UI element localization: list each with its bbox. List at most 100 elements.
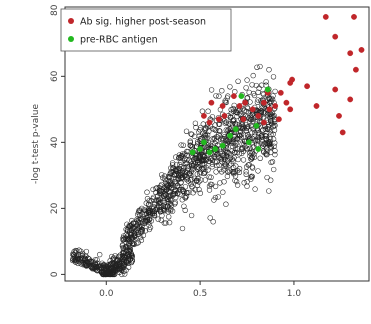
point-background xyxy=(272,88,278,95)
point-pre-rbc xyxy=(219,142,226,149)
legend: Ab sig. higher post-season pre-RBC antig… xyxy=(60,8,232,52)
point-background xyxy=(142,228,149,234)
point-background xyxy=(268,159,274,166)
point-background xyxy=(108,261,114,268)
point-background xyxy=(165,196,171,203)
point-background xyxy=(135,211,141,218)
point-background xyxy=(90,259,96,265)
point-background xyxy=(205,167,211,173)
point-background xyxy=(138,237,145,243)
point-background xyxy=(144,214,150,221)
point-background xyxy=(244,94,251,101)
point-background xyxy=(271,127,278,133)
point-background xyxy=(201,170,207,177)
point-background xyxy=(210,126,216,132)
point-background xyxy=(217,180,223,186)
point-background xyxy=(249,154,255,160)
point-ab-sig xyxy=(358,47,365,53)
point-background xyxy=(122,250,129,256)
point-pre-rbc xyxy=(264,86,271,93)
point-background xyxy=(120,237,126,243)
point-background xyxy=(255,89,261,95)
point-background xyxy=(257,63,263,70)
point-background xyxy=(182,207,188,213)
point-background xyxy=(219,135,226,142)
point-pre-rbc xyxy=(238,93,245,100)
point-ab-sig xyxy=(215,116,222,123)
point-background xyxy=(148,197,155,204)
point-background xyxy=(229,148,235,154)
point-background xyxy=(161,220,167,226)
point-background xyxy=(252,132,258,138)
point-background xyxy=(167,181,174,188)
point-background xyxy=(179,170,186,177)
point-background xyxy=(261,110,268,116)
point-background xyxy=(134,222,140,228)
point-background xyxy=(202,177,208,183)
point-background xyxy=(244,183,250,189)
point-background xyxy=(240,148,247,155)
point-background xyxy=(250,126,256,132)
point-background xyxy=(174,190,181,196)
point-ab-sig xyxy=(260,99,267,106)
point-background xyxy=(132,232,138,238)
point-background xyxy=(167,208,174,214)
point-background xyxy=(253,82,259,89)
point-background xyxy=(206,174,212,180)
point-background xyxy=(197,169,203,175)
point-background xyxy=(230,144,236,150)
point-background xyxy=(150,196,156,202)
point-background xyxy=(221,154,228,160)
point-background xyxy=(149,209,156,215)
point-background xyxy=(169,162,176,168)
plot-frame xyxy=(64,6,370,282)
point-background xyxy=(215,194,221,200)
point-background xyxy=(226,168,233,174)
point-background xyxy=(232,169,238,175)
point-background xyxy=(180,142,186,148)
background-points xyxy=(69,63,278,278)
point-background xyxy=(207,215,213,221)
point-background xyxy=(135,219,142,225)
point-ab-sig xyxy=(266,106,273,113)
point-background xyxy=(147,207,153,213)
point-background xyxy=(224,95,230,101)
point-background xyxy=(270,131,276,137)
point-background xyxy=(234,107,240,113)
point-background xyxy=(191,161,197,167)
point-ab-sig xyxy=(277,89,284,96)
point-background xyxy=(169,184,175,191)
point-background xyxy=(74,248,80,254)
point-background xyxy=(250,72,256,79)
point-ab-sig xyxy=(347,50,354,57)
point-background xyxy=(268,131,274,138)
point-background xyxy=(219,88,225,94)
point-background xyxy=(163,184,169,191)
point-background xyxy=(268,177,274,183)
point-background xyxy=(234,182,241,188)
point-background xyxy=(227,156,233,162)
point-background xyxy=(114,257,120,263)
point-background xyxy=(120,235,126,241)
point-background xyxy=(188,172,194,178)
point-background xyxy=(200,130,206,137)
point-background xyxy=(165,209,171,215)
point-background xyxy=(264,151,270,158)
point-background xyxy=(271,113,277,119)
point-background xyxy=(252,186,258,192)
point-background xyxy=(97,251,103,258)
point-ab-sig xyxy=(313,103,320,109)
point-background xyxy=(192,187,199,193)
point-background xyxy=(243,169,249,175)
point-background xyxy=(159,212,165,219)
point-background xyxy=(221,161,228,167)
point-background xyxy=(201,164,207,171)
point-background xyxy=(121,253,127,260)
point-background xyxy=(266,142,272,148)
point-background xyxy=(266,126,272,133)
point-background xyxy=(183,161,189,167)
point-background xyxy=(234,113,240,120)
point-background xyxy=(241,180,247,186)
point-background xyxy=(102,269,109,276)
point-background xyxy=(178,175,185,181)
